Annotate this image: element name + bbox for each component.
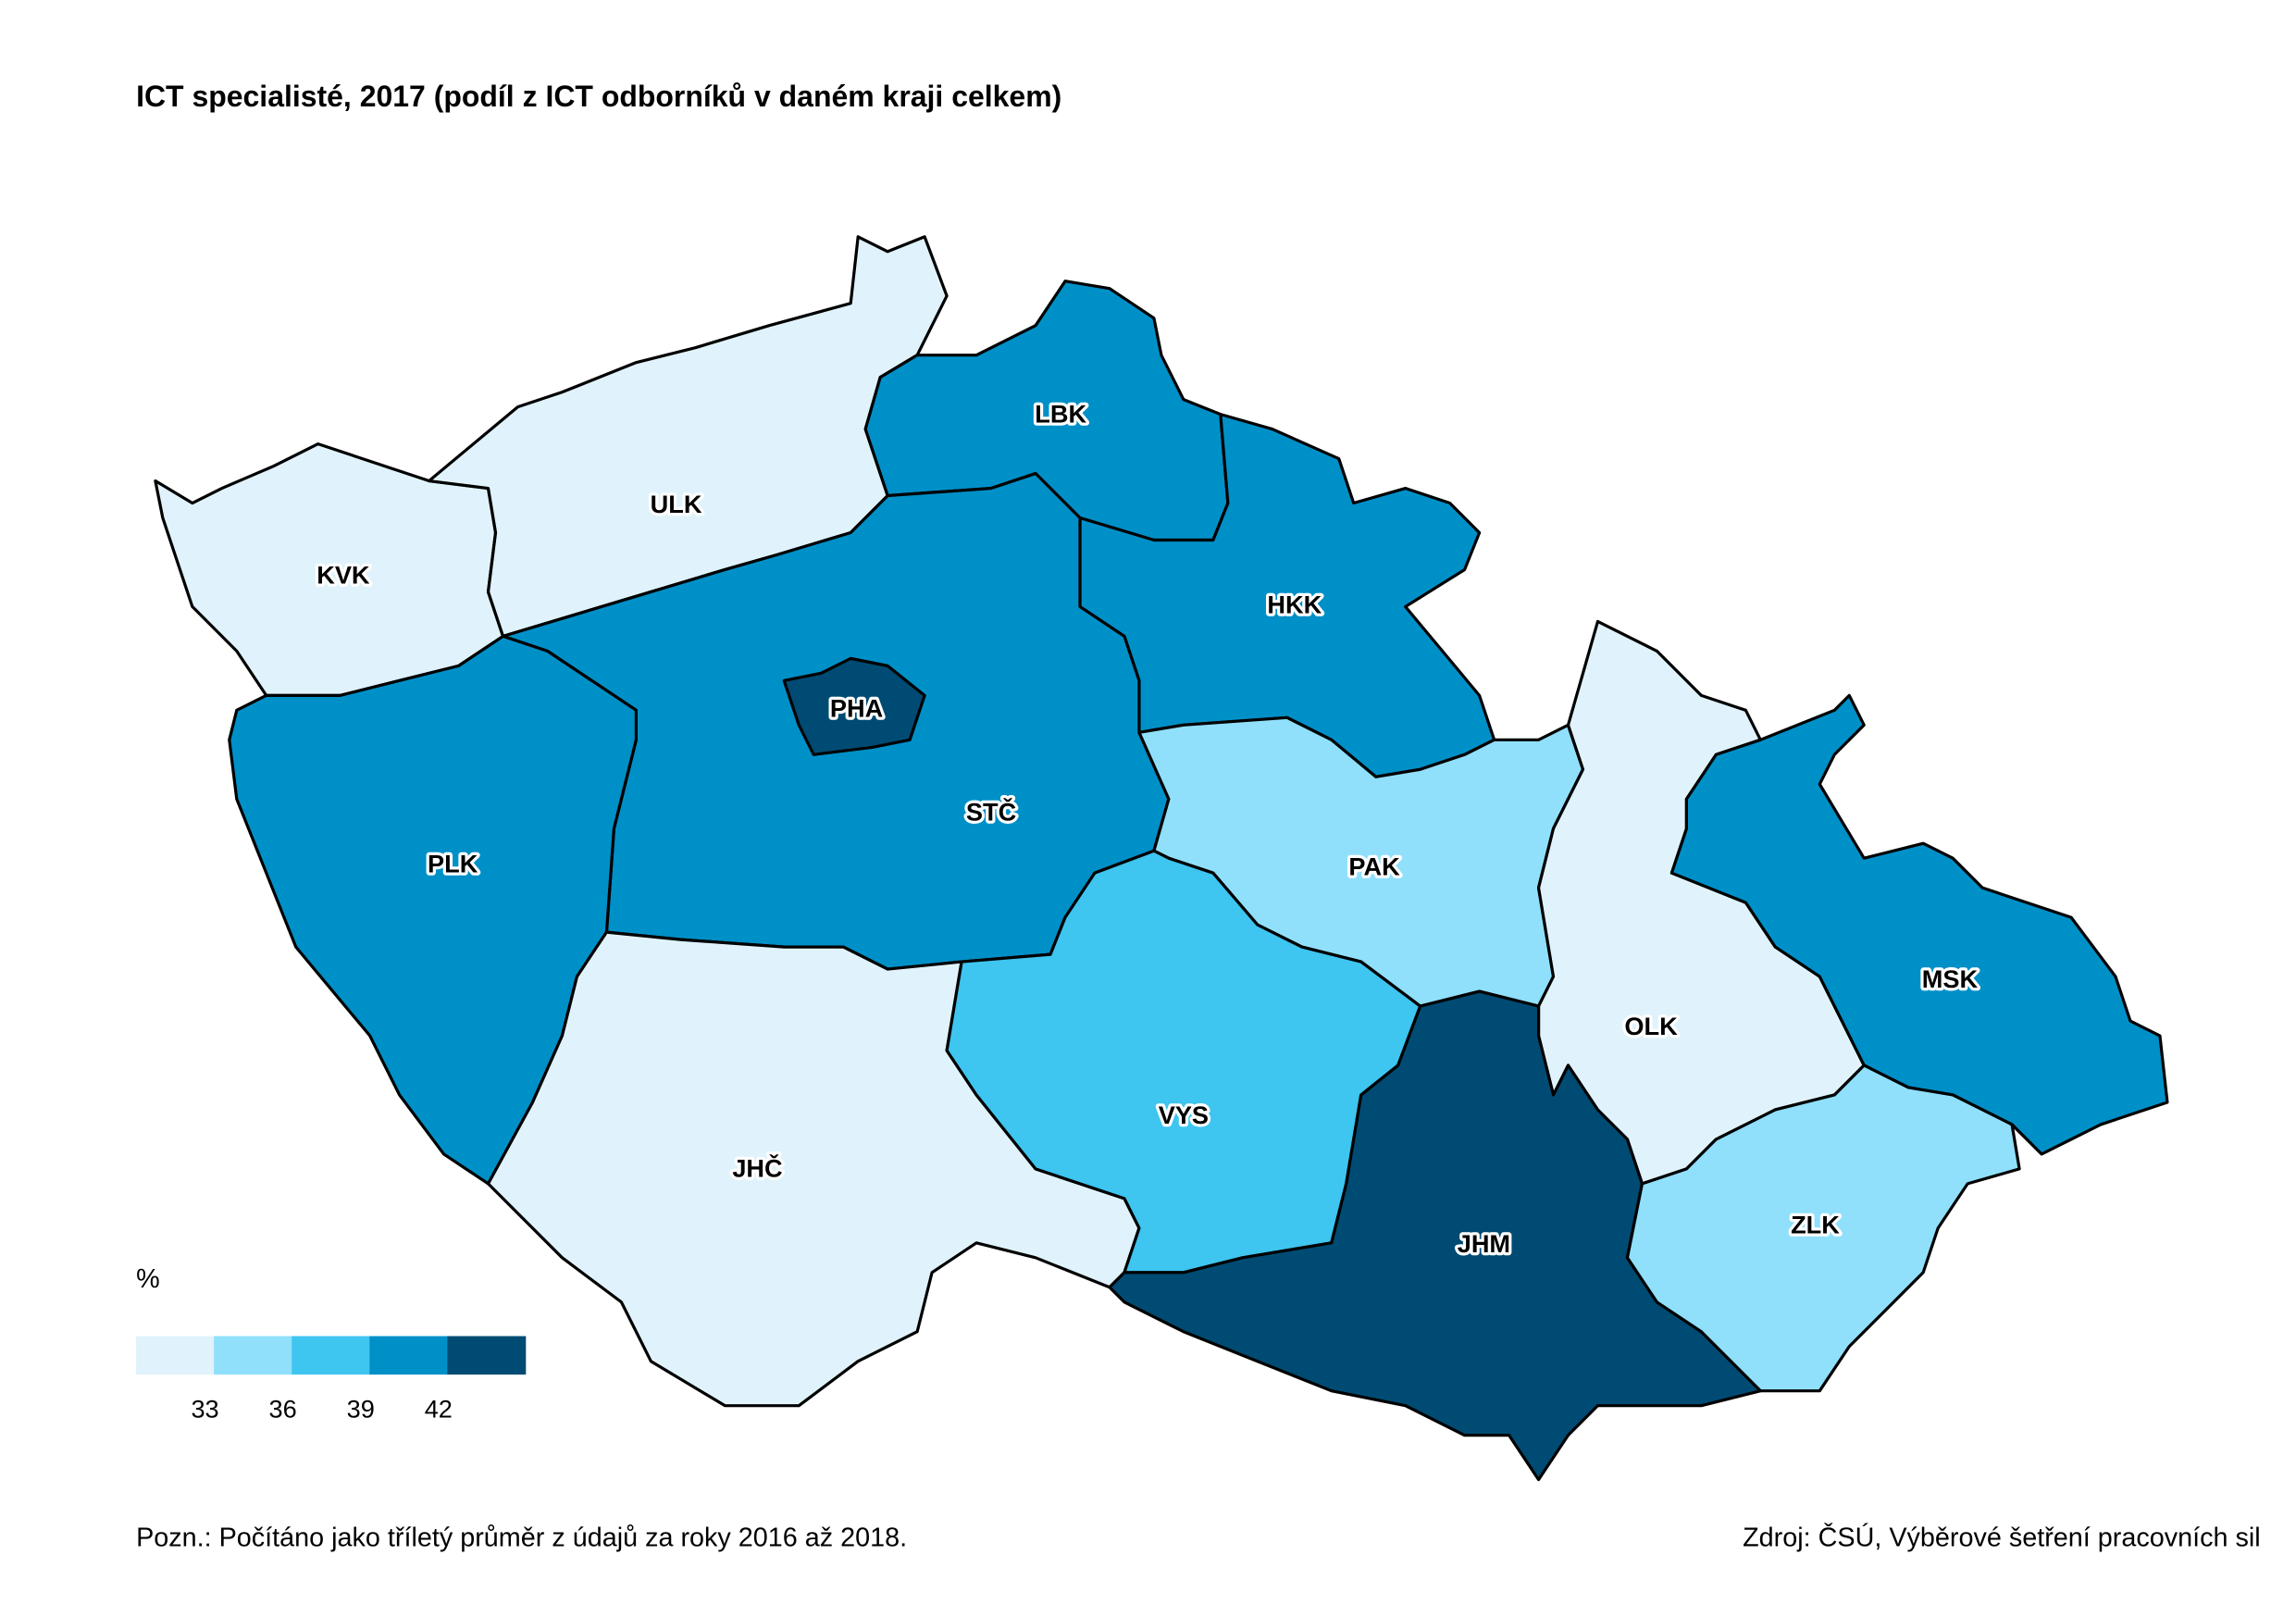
legend-swatch <box>136 1336 215 1375</box>
note: Pozn.: Počítáno jako tříletý průměr z úd… <box>136 1524 907 1553</box>
region-label: HKK <box>1267 591 1322 619</box>
labels: KVK ULK LBK HKK STČ PHA PLK JHČ PAK VYS OLK MSK JHM Z… <box>314 396 1981 1261</box>
legend-swatch <box>214 1336 293 1375</box>
region-label: PHA <box>830 693 883 722</box>
region-label: MSK <box>1922 964 1979 993</box>
legend-title: % <box>136 1264 160 1294</box>
region-label: ZLK <box>1791 1210 1840 1238</box>
legend-tick-label: 39 <box>347 1394 375 1423</box>
region <box>782 656 926 756</box>
title: ICT specialisté, 2017 (podíl z ICT odbor… <box>136 80 1061 113</box>
map-root: ICT specialisté, 2017 (podíl z ICT odbor… <box>136 80 2261 1553</box>
region-label: JHM <box>1458 1229 1510 1258</box>
region-label: PAK <box>1348 852 1400 881</box>
region <box>1669 693 2169 1156</box>
legend-tick-label: 36 <box>269 1394 297 1423</box>
source: Zdroj: ČSÚ, Výběrové šetření pracovních … <box>1743 1522 2261 1553</box>
region <box>1625 1063 2021 1393</box>
region-label: KVK <box>316 561 370 590</box>
legend-tick-label: 42 <box>425 1394 453 1423</box>
legend-swatch <box>369 1336 449 1375</box>
region <box>1108 989 1762 1482</box>
legend-tick-label: 33 <box>191 1394 218 1423</box>
region-label: JHČ <box>732 1153 782 1183</box>
region-label: STČ <box>966 796 1016 826</box>
region-label: ULK <box>651 490 702 518</box>
region-label: LBK <box>1035 399 1086 428</box>
legend: 33 36 39 42 <box>136 1336 527 1423</box>
region-label: VYS <box>1159 1101 1209 1129</box>
region-label: PLK <box>428 849 478 877</box>
region <box>486 930 1141 1408</box>
region-label: OLK <box>1624 1012 1678 1040</box>
legend-swatch <box>447 1336 527 1375</box>
legend-swatch <box>292 1336 371 1375</box>
regions <box>154 235 2169 1482</box>
